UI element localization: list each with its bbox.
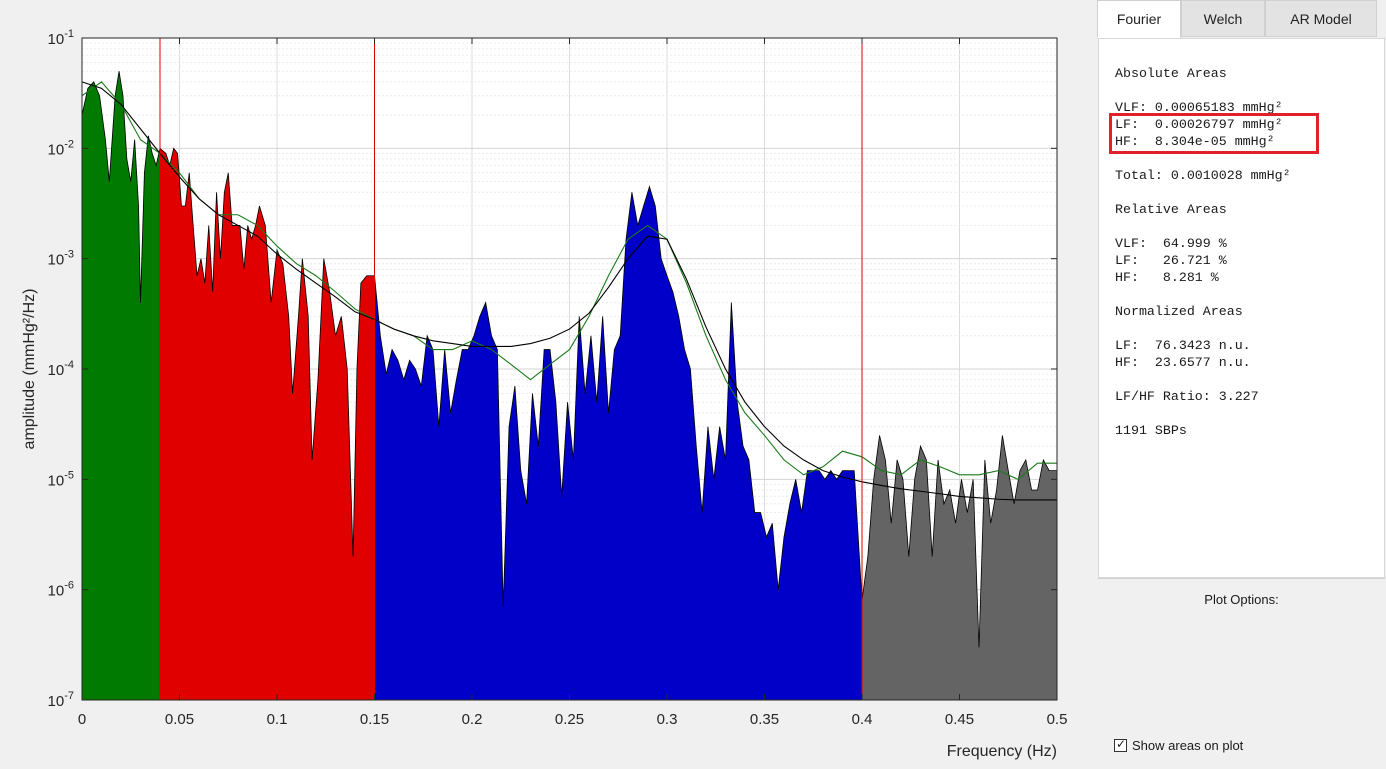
x-tick-label: 0.1	[267, 711, 288, 728]
smooth-curve-green	[81, 81, 1057, 480]
band-area-vlf	[81, 71, 161, 701]
x-tick-label: 0	[78, 711, 86, 728]
x-tick-label: 0.35	[750, 711, 779, 728]
normalized-areas-heading: Normalized Areas	[1115, 304, 1243, 319]
side-panel: Fourier Welch AR Model Absolute Areas VL…	[1097, 0, 1386, 769]
total-area: Total: 0.0010028 mmHg²	[1115, 168, 1291, 183]
y-tick-label: 10-7	[48, 690, 74, 710]
highlight-box	[1109, 113, 1319, 154]
method-tabs: Fourier Welch AR Model	[1097, 0, 1386, 38]
plot-options-panel: Plot Options: ✓ Show areas on plot	[1098, 578, 1385, 769]
x-tick-label: 0.25	[555, 711, 584, 728]
psd-chart: 0 0.05 0.1 0.15 0.2 0.25 0.3 0.35 0.4 0.45 0.5 10-7…	[21, 28, 1068, 760]
results-panel: Absolute Areas VLF: 0.00065183 mmHg² LF:…	[1098, 38, 1385, 578]
hf-absolute: HF: 8.304e-05 mmHg²	[1115, 134, 1275, 149]
lf-absolute: LF: 0.00026797 mmHg²	[1115, 117, 1283, 132]
tab-welch[interactable]: Welch	[1181, 0, 1265, 37]
x-tick-label: 0.2	[462, 711, 483, 728]
y-axis-label: amplitude (mmHg²/Hz)	[21, 289, 38, 450]
x-tick-label: 0.3	[657, 711, 678, 728]
show-areas-option[interactable]: ✓ Show areas on plot	[1114, 737, 1244, 753]
relative-areas-heading: Relative Areas	[1115, 202, 1227, 217]
y-tick-label: 10-3	[48, 249, 74, 269]
y-tick-label: 10-6	[48, 580, 74, 600]
show-areas-label: Show areas on plot	[1132, 738, 1244, 753]
band-area-lf	[159, 147, 375, 701]
psd-plot: 0 0.05 0.1 0.15 0.2 0.25 0.3 0.35 0.4 0.45 0.5 10-7…	[21, 28, 1068, 760]
absolute-areas-heading: Absolute Areas	[1115, 66, 1227, 81]
x-tick-label: 0.15	[360, 711, 389, 728]
vlf-absolute: VLF: 0.00065183 mmHg²	[1115, 100, 1283, 115]
band-area-rest	[861, 435, 1058, 701]
y-tick-label: 10-5	[48, 469, 74, 489]
show-areas-checkbox[interactable]: ✓	[1114, 737, 1127, 752]
x-tick-label: 0.4	[852, 711, 873, 728]
hf-relative: HF: 8.281 %	[1115, 270, 1219, 285]
sbp-count: 1191 SBPs	[1115, 423, 1187, 438]
x-axis-label: Frequency (Hz)	[947, 743, 1057, 760]
smooth-curve-black	[81, 81, 1057, 501]
hf-normalized: HF: 23.6577 n.u.	[1115, 355, 1251, 370]
vlf-relative: VLF: 64.999 %	[1115, 236, 1227, 251]
x-tick-label: 0.45	[945, 711, 974, 728]
x-tick-label: 0.5	[1047, 711, 1068, 728]
y-tick-label: 10-2	[48, 138, 74, 158]
band-area-hf	[374, 185, 863, 701]
y-tick-label: 10-1	[48, 28, 74, 48]
lf-hf-ratio: LF/HF Ratio: 3.227	[1115, 389, 1259, 404]
tab-ar-model[interactable]: AR Model	[1265, 0, 1377, 37]
plot-options-title: Plot Options:	[1204, 592, 1279, 607]
x-tick-label: 0.05	[165, 711, 194, 728]
checkmark-icon: ✓	[1116, 737, 1127, 751]
y-tick-label: 10-4	[48, 359, 74, 379]
lf-normalized: LF: 76.3423 n.u.	[1115, 338, 1251, 353]
tab-fourier[interactable]: Fourier	[1097, 0, 1181, 38]
lf-relative: LF: 26.721 %	[1115, 253, 1227, 268]
